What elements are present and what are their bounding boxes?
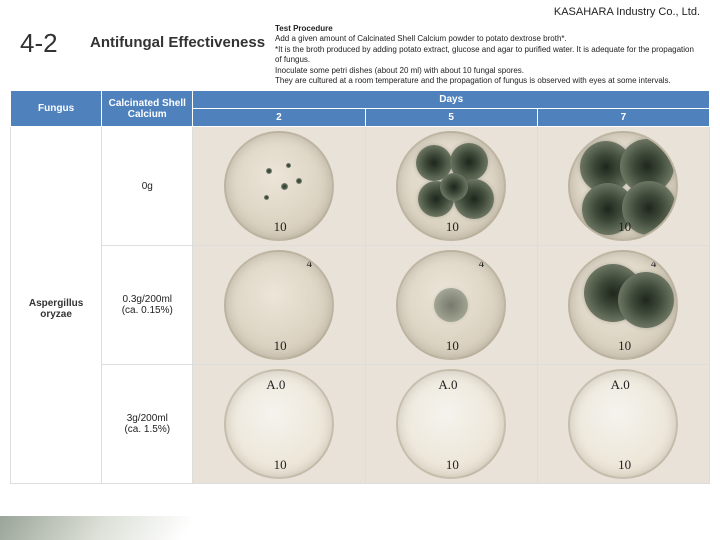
dish-label: A.0 — [266, 377, 285, 393]
petri-dish: A.0 10 — [224, 369, 334, 479]
table-row: 3g/200ml (ca. 1.5%) A.0 10 A.0 10 A.0 10 — [11, 365, 710, 484]
dish-cell: 4 10 — [193, 246, 365, 365]
procedure-heading: Test Procedure — [275, 24, 700, 34]
col-day5: 5 — [365, 109, 537, 127]
table-row: Aspergillus oryzae 0g 10 10 — [11, 127, 710, 246]
dish-label: 10 — [446, 338, 459, 354]
dish-label: A.0 — [611, 377, 630, 393]
col-fungus: Fungus — [11, 91, 102, 127]
dose-cell: 3g/200ml (ca. 1.5%) — [102, 365, 193, 484]
table-row: 0.3g/200ml (ca. 0.15%) 4 10 4 10 4 10 — [11, 246, 710, 365]
dish-label: 10 — [274, 219, 287, 235]
procedure-line: Add a given amount of Calcinated Shell C… — [275, 34, 700, 44]
fungus-name-cell: Aspergillus oryzae — [11, 127, 102, 484]
footer-decoration — [0, 516, 197, 540]
petri-dish: 10 — [224, 131, 334, 241]
petri-dish: 4 10 — [224, 250, 334, 360]
col-days: Days — [193, 91, 710, 109]
company-name: KASAHARA Industry Co., Ltd. — [554, 6, 700, 18]
dish-label: 10 — [618, 457, 631, 473]
petri-dish: A.0 10 — [568, 369, 678, 479]
dish-label: 10 — [274, 338, 287, 354]
dish-cell: 10 — [537, 127, 709, 246]
dish-label: A.0 — [438, 377, 457, 393]
dish-tick: 4 — [306, 258, 312, 270]
dose-cell: 0.3g/200ml (ca. 0.15%) — [102, 246, 193, 365]
procedure-line: They are cultured at a room temperature … — [275, 76, 700, 86]
col-day7: 7 — [537, 109, 709, 127]
petri-dish: 4 10 — [568, 250, 678, 360]
dish-cell: 4 10 — [537, 246, 709, 365]
col-day2: 2 — [193, 109, 365, 127]
dish-label: 10 — [618, 219, 631, 235]
dish-cell: A.0 10 — [365, 365, 537, 484]
petri-dish: 10 — [568, 131, 678, 241]
dish-label: 10 — [446, 457, 459, 473]
dish-cell: 4 10 — [365, 246, 537, 365]
results-table: Fungus Calcinated Shell Calcium Days 2 5… — [10, 90, 710, 484]
dish-tick: 4 — [479, 258, 485, 270]
petri-dish: 10 — [396, 131, 506, 241]
procedure-line: Inoculate some petri dishes (about 20 ml… — [275, 66, 700, 76]
procedure-line: *It is the broth produced by adding pota… — [275, 45, 700, 66]
dish-cell: 10 — [365, 127, 537, 246]
petri-dish: 4 10 — [396, 250, 506, 360]
dose-cell: 0g — [102, 127, 193, 246]
dish-cell: A.0 10 — [193, 365, 365, 484]
test-procedure: Test Procedure Add a given amount of Cal… — [275, 24, 700, 86]
col-csc: Calcinated Shell Calcium — [102, 91, 193, 127]
dish-label: 10 — [618, 338, 631, 354]
dish-label: 10 — [446, 219, 459, 235]
section-title: Antifungal Effectiveness — [90, 34, 265, 51]
dish-cell: 10 — [193, 127, 365, 246]
dish-tick: 4 — [651, 258, 657, 270]
dish-cell: A.0 10 — [537, 365, 709, 484]
petri-dish: A.0 10 — [396, 369, 506, 479]
dish-label: 10 — [274, 457, 287, 473]
section-number: 4-2 — [20, 28, 58, 59]
